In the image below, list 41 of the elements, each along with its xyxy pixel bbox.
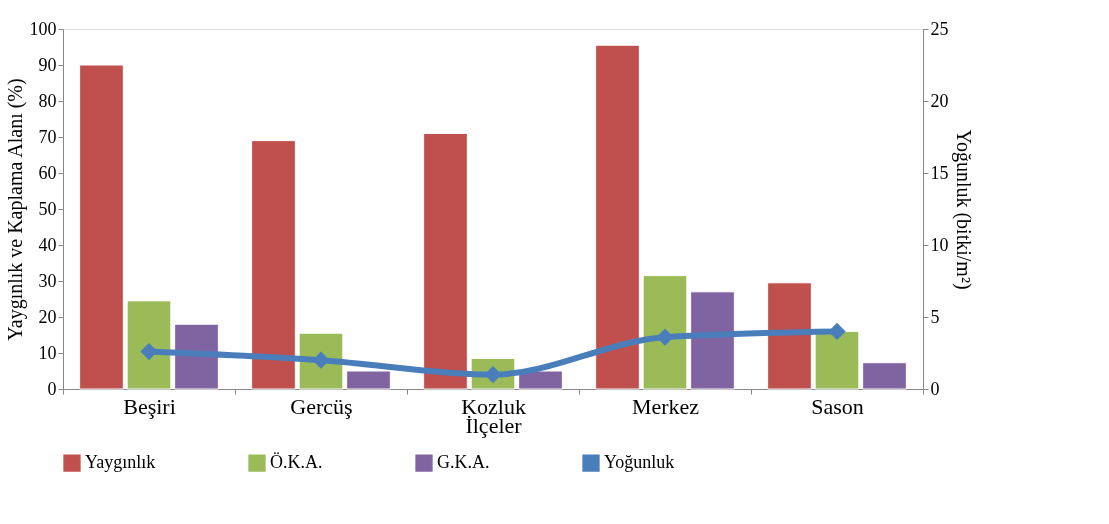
y-tick-label: 50 xyxy=(38,198,57,219)
point xyxy=(656,328,674,346)
bar xyxy=(767,282,812,390)
bar xyxy=(595,44,640,390)
legend-label: Ö.K.A. xyxy=(270,452,323,473)
y2-tick-label: 0 xyxy=(930,378,940,399)
y-tick-label: 0 xyxy=(47,378,57,399)
y-tick-label: 40 xyxy=(38,234,57,255)
bar xyxy=(251,140,296,390)
bar xyxy=(862,362,907,390)
legend-label: G.K.A. xyxy=(437,452,490,473)
y-tick-label: 30 xyxy=(38,270,57,291)
bar xyxy=(814,330,860,390)
y-tick-label: 10 xyxy=(38,342,57,363)
bar xyxy=(690,291,735,390)
x-tick-label: Beşiri xyxy=(123,393,176,419)
bar xyxy=(642,275,688,390)
bar xyxy=(518,370,563,390)
bar xyxy=(79,64,124,390)
y-tick-label: 90 xyxy=(38,54,57,75)
x-tick-label: Gercüş xyxy=(290,393,353,419)
y2-tick-label: 20 xyxy=(930,90,949,111)
legend-label: Yoğunluk xyxy=(604,452,675,473)
x-tick-label: Merkez xyxy=(631,393,700,419)
legend-label: Yaygınlık xyxy=(85,452,156,473)
bar xyxy=(126,300,172,390)
y2-tick-label: 5 xyxy=(930,306,940,327)
x-tick-label: Sason xyxy=(811,393,864,419)
y-tick-label: 20 xyxy=(38,306,57,327)
bar xyxy=(174,323,219,390)
y-axis-title: Yaygınlık ve Kaplama Alanı (%) xyxy=(3,78,27,341)
y-tick-label: 70 xyxy=(38,126,57,147)
y-tick-label: 100 xyxy=(29,18,57,39)
y2-tick-label: 10 xyxy=(930,234,949,255)
y2-tick-label: 25 xyxy=(930,18,949,39)
y2-axis-title: Yoğunluk (bitki/m²) xyxy=(951,129,975,290)
y2-tick-label: 15 xyxy=(930,162,949,183)
y-tick-label: 60 xyxy=(38,162,57,183)
bar xyxy=(423,132,468,390)
bar xyxy=(346,370,391,390)
y-tick-label: 80 xyxy=(38,90,57,111)
